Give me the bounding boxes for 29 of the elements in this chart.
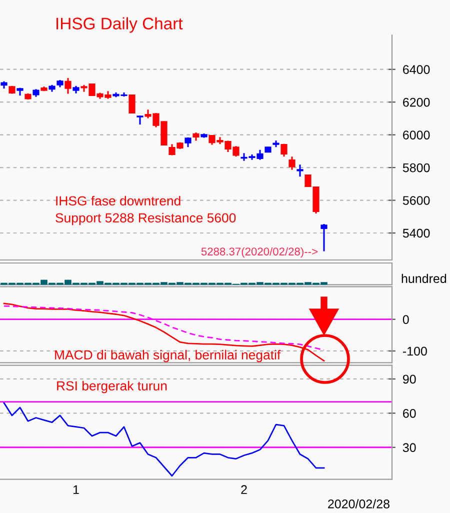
y-tick-label: -100 bbox=[402, 346, 427, 356]
y-tick-label: 0 bbox=[402, 315, 409, 324]
candlestick bbox=[136, 114, 144, 126]
y-tick-label: 6000 bbox=[403, 130, 430, 140]
y-tick-label: 5600 bbox=[402, 196, 430, 205]
y-tick-label: 5800 bbox=[402, 163, 430, 172]
candlestick bbox=[288, 156, 296, 171]
y-tick-label: 90 bbox=[403, 374, 416, 384]
annotation: RSI bergerak turun bbox=[57, 380, 167, 394]
chart-title: IHSG Daily Chart bbox=[56, 17, 183, 33]
annotation: IHSG fase downtrend bbox=[56, 196, 180, 206]
candlestick bbox=[128, 94, 136, 114]
candlestick bbox=[320, 223, 328, 252]
annotation: 5288.37(2020/02/28)--> bbox=[201, 247, 318, 258]
x-tick-label: 1 bbox=[73, 485, 79, 494]
y-tick-label: 5400 bbox=[402, 228, 430, 238]
annotation: MACD di bawah signal, bernilai negatif bbox=[55, 350, 281, 362]
annotation: Support 5288 Resistance 5600 bbox=[56, 212, 236, 226]
y-axis-title: hundred bbox=[402, 274, 446, 284]
candlestick bbox=[64, 77, 72, 95]
y-tick-label: 30 bbox=[402, 443, 416, 452]
y-tick-label: 60 bbox=[403, 408, 416, 418]
candlestick bbox=[296, 164, 304, 178]
x-tick-label: 2 bbox=[241, 485, 247, 494]
line-series bbox=[3, 402, 325, 477]
y-tick-label: 6200 bbox=[403, 98, 430, 107]
text: 2020/02/28 bbox=[328, 499, 390, 508]
y-tick-label: 6400 bbox=[403, 65, 430, 74]
candlestick bbox=[280, 143, 288, 158]
